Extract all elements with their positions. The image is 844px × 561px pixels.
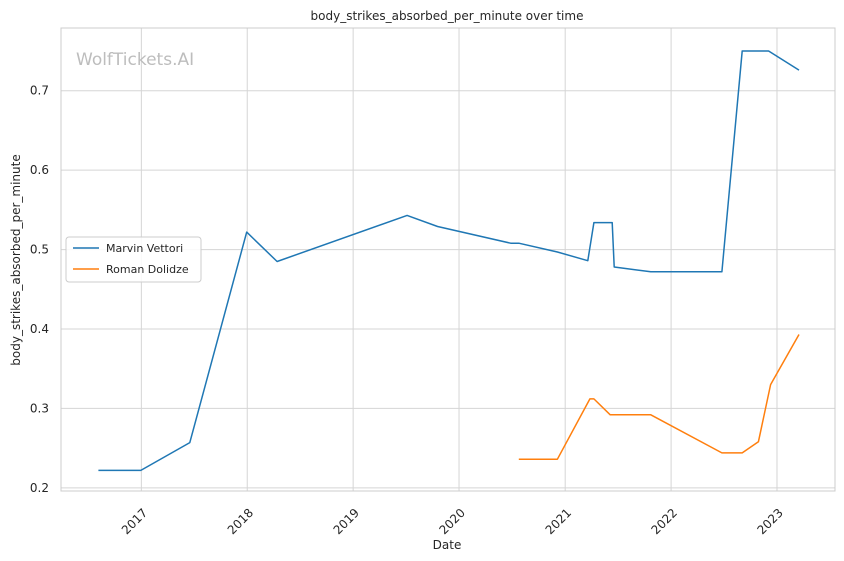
data-point <box>436 225 438 227</box>
data-point <box>757 441 759 443</box>
data-point <box>589 398 591 400</box>
data-point <box>593 398 595 400</box>
data-point <box>556 458 558 460</box>
legend: Marvin Vettori Roman Dolidze <box>65 236 202 283</box>
data-point <box>721 271 723 273</box>
x-axis-ticks: 2017 2018 2019 2020 2021 2022 2023 <box>119 506 786 537</box>
data-point <box>593 221 595 223</box>
data-point <box>767 50 769 52</box>
chart-title: body_strikes_absorbed_per_minute over ti… <box>311 9 584 23</box>
data-point <box>245 231 247 233</box>
x-tick-label: 2023 <box>754 506 785 537</box>
legend-label: Marvin Vettori <box>106 242 183 255</box>
x-tick-label: 2020 <box>436 506 467 537</box>
series-line-0 <box>98 50 800 472</box>
y-tick-label: 0.3 <box>30 401 49 415</box>
data-point <box>556 251 558 253</box>
data-point <box>798 333 800 335</box>
legend-box <box>65 236 202 283</box>
plot-frame <box>60 27 836 492</box>
y-tick-label: 0.5 <box>30 243 49 257</box>
data-point <box>721 452 723 454</box>
y-tick-label: 0.2 <box>30 481 49 495</box>
data-point <box>406 214 408 216</box>
data-point <box>769 383 771 385</box>
data-point <box>140 469 142 471</box>
data-point <box>741 452 743 454</box>
x-tick-label: 2019 <box>331 506 362 537</box>
series-line-1 <box>518 334 800 460</box>
data-point <box>276 260 278 262</box>
y-axis-ticks: 0.2 0.3 0.4 0.5 0.6 0.7 <box>30 84 49 495</box>
data-point <box>650 271 652 273</box>
y-axis-title: body_strikes_absorbed_per_minute <box>9 154 23 365</box>
y-tick-label: 0.7 <box>30 84 49 98</box>
data-point <box>97 469 99 471</box>
data-point <box>613 266 615 268</box>
x-tick-label: 2017 <box>119 506 150 537</box>
x-tick-label: 2021 <box>543 506 574 537</box>
y-tick-label: 0.4 <box>30 322 49 336</box>
data-point <box>518 242 520 244</box>
data-point <box>509 242 511 244</box>
legend-label: Roman Dolidze <box>106 263 189 276</box>
x-tick-label: 2018 <box>225 506 256 537</box>
series-layer <box>97 50 800 472</box>
x-axis-title: Date <box>433 538 462 552</box>
data-point <box>611 221 613 223</box>
data-point <box>609 414 611 416</box>
data-point <box>518 458 520 460</box>
watermark-text: WolfTickets.AI <box>76 50 194 70</box>
data-point <box>189 441 191 443</box>
y-tick-label: 0.6 <box>30 163 49 177</box>
data-point <box>798 69 800 71</box>
data-point <box>650 414 652 416</box>
data-point <box>741 50 743 52</box>
x-tick-label: 2022 <box>649 506 680 537</box>
data-point <box>587 259 589 261</box>
x-gridlines <box>140 28 778 491</box>
